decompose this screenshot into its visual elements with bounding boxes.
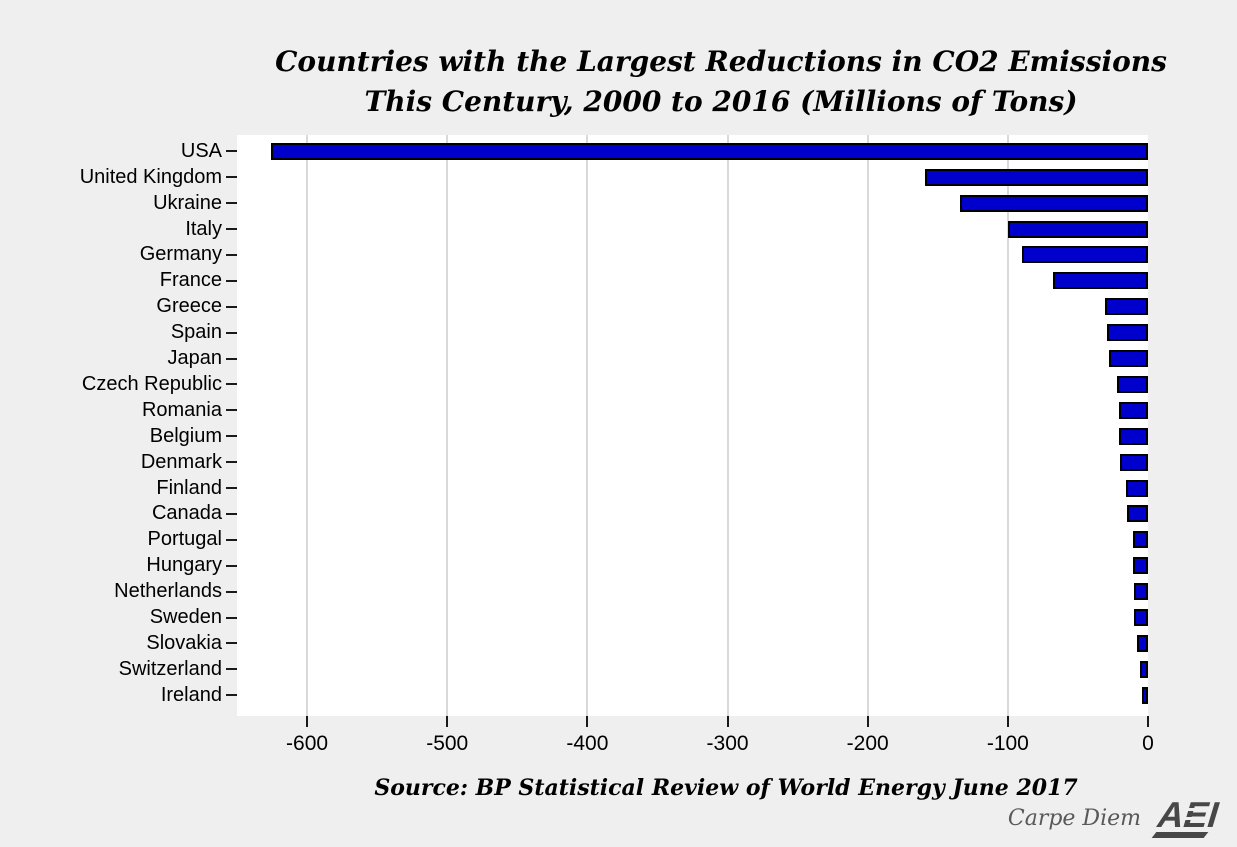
x-axis-tick: [1147, 716, 1149, 727]
country-label: Japan: [167, 347, 223, 369]
bar: [1117, 375, 1148, 393]
y-axis-tick: [226, 512, 237, 515]
x-axis-tick: [726, 716, 729, 727]
country-label: Denmark: [140, 450, 222, 473]
carpe-diem-label: Carpe Diem: [1007, 806, 1141, 831]
aei-logo-swoosh-icon: [1151, 832, 1209, 838]
country-label: Czech Republic: [81, 372, 222, 395]
y-axis-tick: [226, 331, 237, 334]
x-tick-label: -400: [566, 732, 609, 755]
y-axis-tick: [226, 616, 237, 619]
y-axis-tick: [226, 202, 237, 205]
aei-logo-stripe-icon: [1184, 808, 1208, 811]
x-tick-label: -300: [706, 732, 749, 755]
plot-area: [237, 135, 1148, 716]
y-axis-tick: [226, 487, 237, 489]
y-axis-tick: [226, 461, 237, 464]
y-axis-tick: [226, 357, 237, 360]
country-label: Ireland: [160, 683, 222, 706]
y-axis-tick: [226, 564, 237, 567]
y-axis-tick: [226, 253, 237, 256]
x-tick-label: 0: [1142, 732, 1154, 755]
bar: [1132, 557, 1148, 575]
x-axis-tick: [1006, 716, 1009, 727]
country-label: Slovakia: [146, 631, 222, 654]
chart-title-line-2: This Century, 2000 to 2016 (Millions of …: [364, 85, 1078, 118]
gridline: [446, 135, 449, 716]
gridline: [306, 135, 309, 716]
y-axis-tick: [226, 590, 237, 593]
bar: [1134, 609, 1148, 626]
bar: [270, 142, 1148, 160]
country-label: Germany: [139, 243, 222, 266]
country-label: Netherlands: [114, 580, 222, 603]
bar: [1136, 634, 1148, 652]
gridline: [726, 135, 729, 716]
bar: [1107, 324, 1148, 342]
x-tick-label: -100: [986, 732, 1029, 755]
bar: [1021, 246, 1148, 264]
y-axis-tick: [226, 694, 237, 697]
x-tick-label: -200: [846, 732, 889, 755]
gridline: [586, 135, 589, 716]
y-axis-tick: [226, 409, 237, 412]
y-axis-tick: [226, 150, 237, 153]
x-axis-tick: [866, 716, 869, 727]
country-label: Canada: [151, 502, 222, 525]
y-axis-tick: [226, 279, 237, 282]
country-label: Romania: [141, 398, 222, 421]
y-axis-tick: [226, 383, 237, 386]
bar: [1108, 350, 1148, 367]
aei-logo-stripe-icon: [1184, 817, 1208, 820]
bar: [1118, 401, 1148, 419]
country-label: Spain: [170, 321, 222, 344]
y-axis-tick: [226, 305, 237, 308]
country-label: USA: [180, 139, 222, 162]
country-label: Portugal: [147, 528, 223, 551]
country-label: Belgium: [149, 424, 222, 447]
chart-title: Countries with the Largest Reductions in…: [240, 42, 1202, 122]
bar: [925, 168, 1148, 186]
bar: [1139, 660, 1148, 678]
bar: [1134, 583, 1148, 601]
y-axis-tick: [226, 538, 237, 541]
aei-logo: AEI: [1151, 794, 1236, 845]
country-label: United Kingdom: [79, 165, 222, 188]
x-tick-label: -500: [426, 732, 469, 755]
x-axis-tick: [586, 716, 589, 727]
y-axis-tick: [226, 176, 237, 179]
country-label: Switzerland: [118, 657, 222, 680]
country-label: France: [159, 269, 222, 292]
y-axis-tick: [226, 435, 237, 438]
bar: [1104, 298, 1148, 316]
country-label: Sweden: [149, 606, 222, 628]
bar: [1132, 531, 1148, 549]
aei-logo-text: AEI: [1155, 794, 1221, 835]
country-label: Ukraine: [153, 191, 222, 214]
bar: [1125, 479, 1148, 497]
y-axis-tick: [226, 668, 237, 671]
y-axis-tick: [226, 642, 237, 645]
x-axis-tick: [446, 716, 449, 727]
country-label: Hungary: [146, 554, 222, 577]
bar: [1127, 505, 1148, 523]
country-label: Italy: [185, 217, 222, 240]
bar: [1118, 427, 1148, 445]
bar: [960, 194, 1148, 212]
bar: [1142, 686, 1148, 704]
bar: [1052, 272, 1148, 290]
gridline: [866, 135, 869, 716]
bar: [1120, 453, 1148, 471]
country-label: Finland: [156, 476, 222, 499]
country-label: Greece: [156, 295, 222, 318]
gridline: [1006, 135, 1009, 716]
bar: [1007, 220, 1148, 238]
source-note: Source: BP Statistical Review of World E…: [374, 775, 1078, 801]
x-axis-tick: [306, 716, 309, 727]
chart-title-line-1: Countries with the Largest Reductions in…: [275, 45, 1167, 78]
y-axis-tick: [226, 228, 237, 230]
x-tick-label: -600: [286, 732, 329, 755]
